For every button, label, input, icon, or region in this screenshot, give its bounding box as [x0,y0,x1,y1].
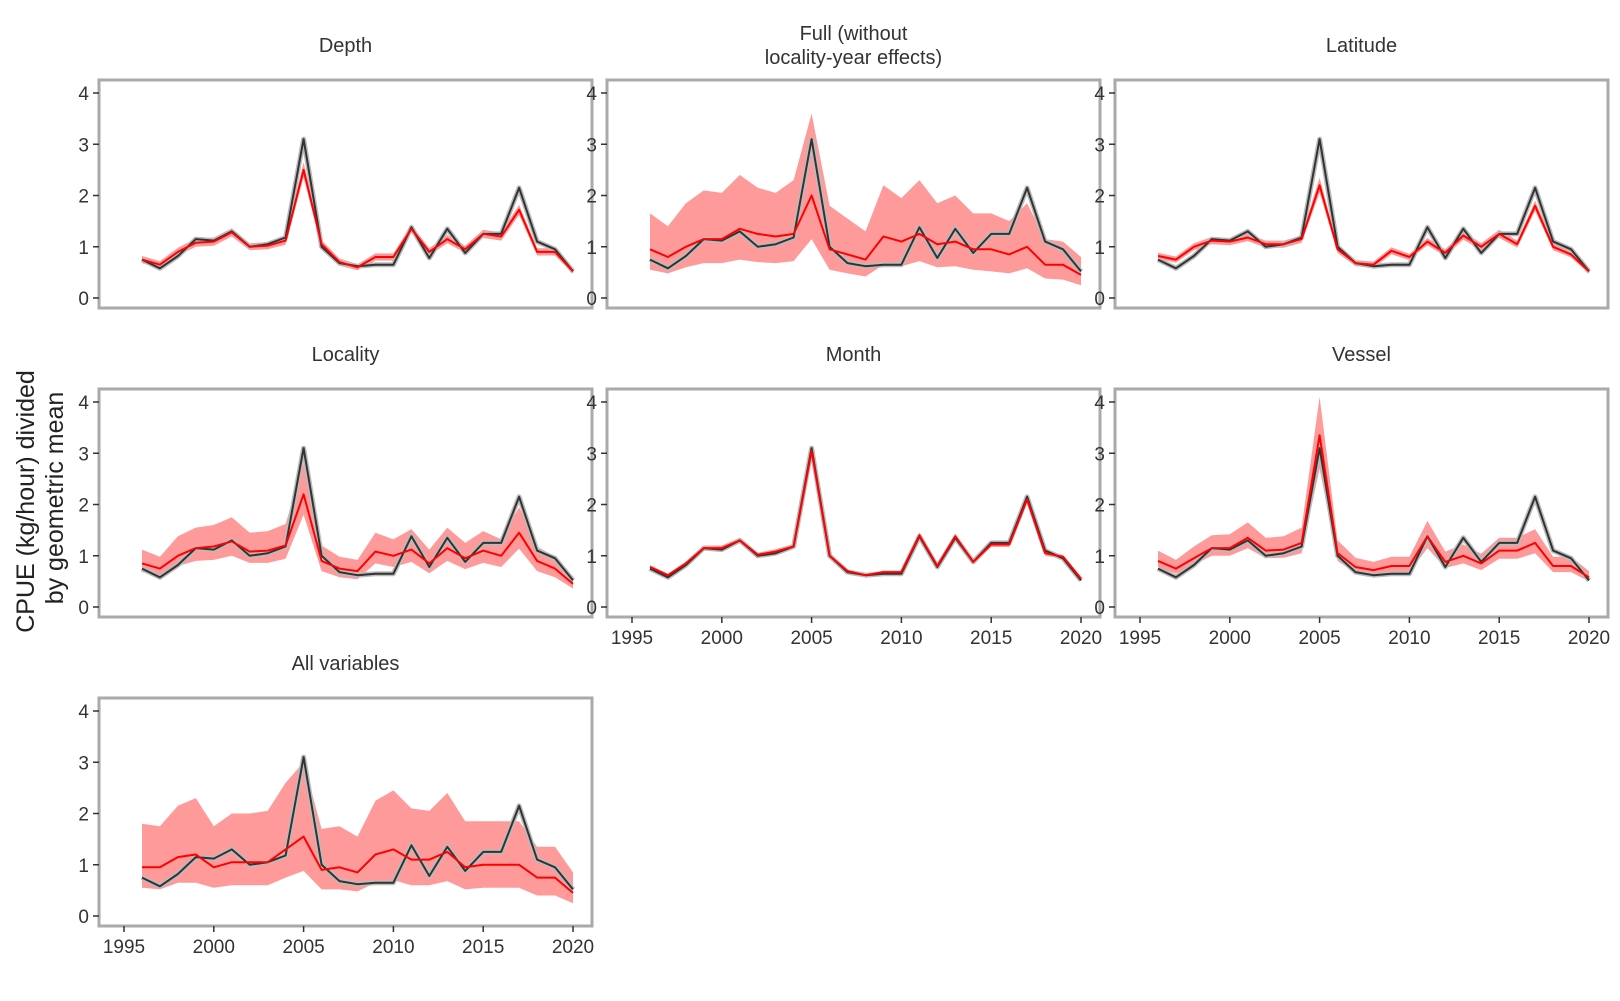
x-tick-label: 1995 [611,628,653,649]
panel-title: Depth [319,35,372,57]
y-tick-label: 2 [78,496,89,517]
y-tick-label: 0 [78,289,89,310]
y-tick-label: 2 [78,187,89,208]
y-tick-label: 2 [78,805,89,826]
y-tick-label: 4 [78,84,89,105]
y-tick-label: 4 [1094,393,1105,414]
y-tick-label: 1 [586,238,597,259]
y-tick-label: 1 [1094,547,1105,568]
standardized-line [141,168,574,273]
x-tick-label: 2020 [1060,628,1102,649]
x-tick-label: 2000 [1209,628,1251,649]
y-tick-label: 4 [1094,84,1105,105]
y-tick-label: 0 [1094,598,1105,619]
panel-frame [605,387,1102,619]
x-tick-label: 1995 [1119,628,1161,649]
panel-title-line2: locality-year effects) [765,47,942,69]
y-tick-label: 1 [78,547,89,568]
y-tick-label: 3 [1094,444,1105,465]
nominal-line [141,447,574,582]
y-tick-label: 2 [586,187,597,208]
x-tick-label: 1995 [103,937,145,958]
y-tick-label: 0 [586,289,597,310]
x-tick-label: 2005 [1298,628,1340,649]
y-tick-label: 3 [586,135,597,156]
panel-title: Month [826,344,882,366]
y-tick-label: 1 [78,238,89,259]
x-tick-label: 2015 [970,628,1012,649]
standardized-line [142,835,574,894]
panel-title: Locality [312,344,380,366]
x-tick-label: 2005 [282,937,324,958]
y-tick-label: 3 [586,444,597,465]
y-tick-label: 2 [1094,187,1105,208]
confidence-band [650,113,1081,286]
standardized-line [649,449,1082,580]
x-tick-label: 2015 [462,937,504,958]
x-tick-label: 2000 [193,937,235,958]
y-tick-label: 0 [586,598,597,619]
y-tick-label: 1 [78,856,89,877]
panel-frame [1113,387,1610,619]
x-tick-label: 2005 [790,628,832,649]
nominal-line [649,138,1082,273]
panel-4: Locality 0 1 2 3 4 [78,344,594,619]
y-tick-label: 1 [1094,238,1105,259]
y-tick-label: 3 [78,135,89,156]
y-tick-label: 4 [586,84,597,105]
y-tick-label: 4 [586,393,597,414]
y-tick-label: 2 [586,496,597,517]
x-tick-label: 2010 [880,628,922,649]
y-tick-label: 4 [78,702,89,723]
panel-6: Vessel 0 1 2 3 4 1995 2000 2005 2010 2015 2020 [1094,344,1610,649]
y-tick-label: 3 [78,444,89,465]
y-tick-label: 0 [78,598,89,619]
panel-5: Month 0 1 2 3 4 1995 2000 2005 2010 2015 2020 [586,344,1102,649]
y-tick-label: 3 [78,753,89,774]
standardized-line [649,194,1082,276]
panel-title: All variables [292,653,400,675]
x-tick-label: 2000 [701,628,743,649]
standardized-line [1157,434,1590,579]
panel-7: All variables 0 1 2 3 4 1995 2000 2005 2010 2015 20… [78,653,594,958]
panel-title: Latitude [1326,35,1397,57]
panel-frame [97,78,594,310]
panel-frame [97,387,594,619]
y-tick-label: 1 [586,547,597,568]
y-tick-label: 2 [1094,496,1105,517]
y-tick-label: 0 [1094,289,1105,310]
panel-3: Latitude 0 1 2 3 4 [1094,35,1610,310]
y-tick-label: 4 [78,393,89,414]
y-tick-label: 3 [1094,135,1105,156]
y-axis-label: CPUE (kg/hour) divided by geometric mean [12,363,69,633]
x-tick-label: 2020 [552,937,594,958]
panel-frame [1113,78,1610,310]
panel-title: Vessel [1332,344,1391,366]
y-tick-label: 0 [78,907,89,928]
standardized-line [141,493,574,585]
panel-title: Full (without [800,23,908,45]
nominal-line [1157,447,1590,582]
x-tick-label: 2010 [372,937,414,958]
standardized-line [1157,184,1590,273]
panel-1: Depth 0 1 2 3 4 [78,35,594,310]
x-tick-label: 2020 [1568,628,1610,649]
nominal-line [141,756,574,891]
x-tick-label: 2010 [1388,628,1430,649]
x-tick-label: 2015 [1478,628,1520,649]
confidence-band [1158,396,1589,582]
